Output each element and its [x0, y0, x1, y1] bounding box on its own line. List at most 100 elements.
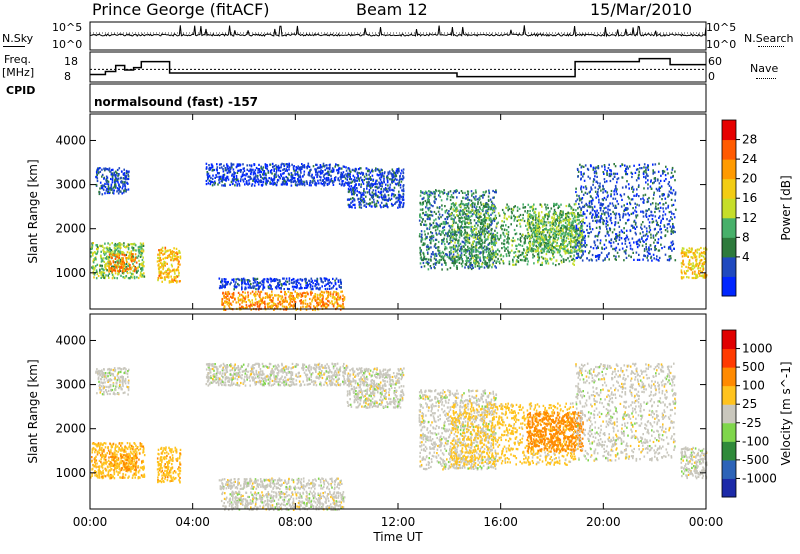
- power-cell: [114, 181, 116, 184]
- power-cell: [507, 242, 510, 245]
- power-cell: [363, 204, 365, 207]
- power-cell: [352, 187, 355, 190]
- power-cell: [240, 293, 243, 296]
- power-cell: [270, 169, 273, 172]
- power-cell: [399, 194, 401, 197]
- power-cell: [121, 251, 124, 254]
- power-cell: [480, 239, 482, 242]
- power-cell: [445, 232, 447, 235]
- power-cell: [466, 233, 469, 236]
- power-cell: [342, 294, 344, 297]
- power-cell: [455, 206, 458, 209]
- power-cell: [95, 170, 98, 173]
- power-cell: [296, 171, 299, 174]
- power-cell: [101, 258, 103, 261]
- power-cell: [264, 182, 267, 185]
- power-cell: [480, 215, 482, 219]
- power-cell: [531, 207, 534, 210]
- power-cell: [518, 254, 520, 257]
- power-cell: [94, 251, 97, 254]
- power-cell: [574, 247, 577, 250]
- power-cell: [118, 167, 121, 170]
- power-cell: [232, 163, 235, 166]
- power-cell: [496, 260, 498, 263]
- power-cell: [545, 253, 548, 256]
- power-cell: [248, 169, 250, 173]
- power-cell: [489, 232, 492, 236]
- power-cell: [96, 250, 99, 253]
- power-cell: [244, 278, 246, 281]
- power-cell: [483, 220, 485, 223]
- power-cell: [456, 249, 458, 252]
- power-cell: [308, 174, 311, 177]
- power-cell: [142, 250, 145, 253]
- power-cell: [313, 295, 315, 298]
- power-cell: [258, 287, 260, 290]
- power-cell: [556, 248, 559, 251]
- power-cell: [468, 250, 471, 253]
- power-cell: [329, 281, 331, 284]
- power-cell: [451, 261, 454, 264]
- power-cell: [332, 304, 335, 307]
- power-cell: [438, 194, 440, 197]
- power-cell: [237, 277, 239, 281]
- power-cell: [328, 164, 331, 167]
- power-cell: [450, 217, 453, 220]
- power-cell: [246, 279, 249, 282]
- power-cell: [221, 298, 224, 301]
- power-cell: [425, 206, 427, 209]
- power-cell: [278, 169, 280, 172]
- power-cell: [554, 240, 557, 243]
- power-cell: [529, 206, 531, 209]
- power-cell: [472, 256, 474, 260]
- power-cell: [333, 180, 335, 183]
- power-cell: [360, 171, 363, 174]
- power-cell: [490, 200, 493, 203]
- power-cell: [266, 302, 269, 305]
- power-cell: [106, 182, 108, 185]
- power-cell: [282, 182, 285, 185]
- power-cell: [547, 229, 549, 232]
- power-cell: [478, 267, 481, 270]
- power-cell: [441, 214, 444, 217]
- power-cell: [117, 243, 119, 246]
- power-cell: [122, 276, 124, 279]
- power-cell: [166, 274, 169, 277]
- power-cell: [167, 272, 169, 275]
- power-cell: [454, 241, 456, 244]
- power-cell: [109, 187, 111, 190]
- power-cell: [131, 255, 134, 258]
- power-cell: [477, 237, 479, 240]
- power-cell: [293, 169, 295, 172]
- power-cell: [325, 277, 327, 280]
- power-cell: [124, 185, 127, 188]
- power-cell: [228, 301, 231, 304]
- power-cell: [324, 168, 326, 171]
- power-cell: [265, 178, 268, 181]
- power-cell: [418, 235, 421, 238]
- power-cell: [362, 172, 364, 175]
- power-cell: [246, 179, 248, 183]
- power-cell: [464, 191, 466, 194]
- power-cell: [219, 166, 221, 169]
- power-cell: [383, 188, 385, 191]
- power-cell: [452, 244, 455, 247]
- power-cell: [548, 250, 550, 254]
- power-cell: [256, 283, 258, 286]
- power-cell: [427, 215, 429, 219]
- power-cell: [430, 194, 432, 197]
- power-cell: [484, 221, 486, 224]
- power-cell: [341, 298, 344, 301]
- power-cell: [432, 190, 435, 193]
- power-cell: [130, 275, 132, 279]
- power-cell: [535, 221, 537, 224]
- power-cell: [396, 200, 398, 203]
- power-cell: [457, 223, 459, 226]
- power-cell: [170, 275, 172, 278]
- power-cell: [95, 269, 98, 272]
- power-cell: [337, 178, 339, 181]
- power-cell: [353, 198, 356, 201]
- power-cell: [423, 254, 425, 257]
- power-cell: [440, 190, 442, 193]
- power-cell: [297, 165, 299, 168]
